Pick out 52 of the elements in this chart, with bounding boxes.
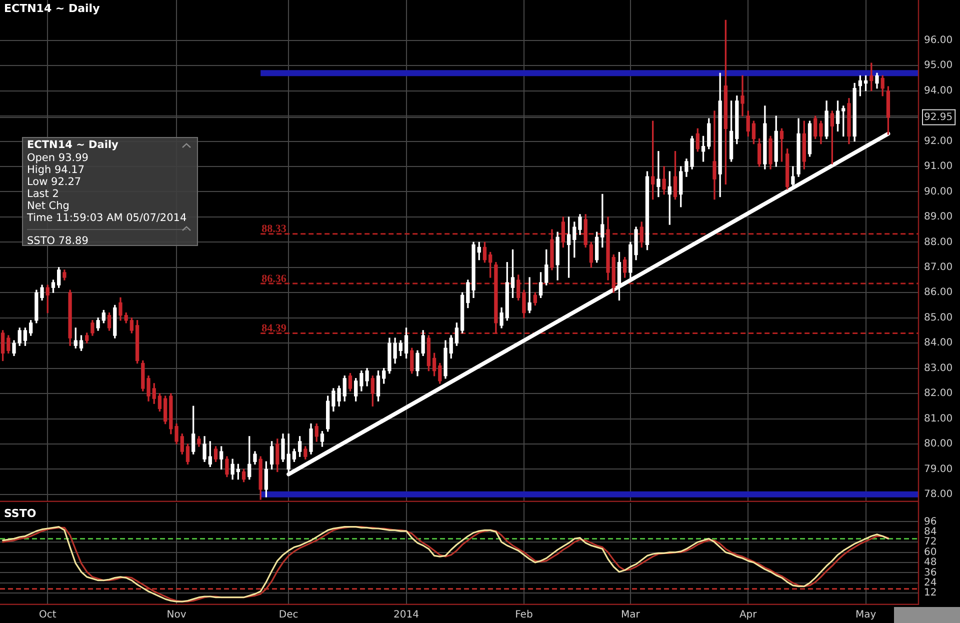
annotation: SSTO 78.89: [27, 235, 90, 247]
ref-line-label: 86.36: [262, 272, 287, 285]
annotation: Low 92.27: [27, 176, 82, 188]
candlestick: [712, 110, 716, 200]
y-tick-label: 84.00: [924, 338, 953, 349]
y-tick-label: 89.00: [924, 212, 953, 223]
text: ECTN14 ~ Daily: [27, 139, 120, 152]
x-tick-label: 2014: [394, 610, 419, 621]
x-tick-label: Apr: [739, 610, 758, 621]
y-tick-label: 92.00: [924, 136, 953, 147]
ref-line-label: 84.39: [262, 322, 287, 335]
y-tick-label: 60: [924, 546, 937, 558]
x-tick-label: May: [855, 610, 876, 621]
y-tick-label: 48: [924, 557, 937, 568]
annotation: Open 93.99: [27, 152, 90, 164]
y-tick-label: 78.00: [924, 489, 953, 500]
y-tick-label: 90.00: [924, 186, 953, 198]
y-tick-label: 86.00: [924, 287, 953, 298]
y-tick-label: 87.00: [924, 262, 953, 273]
y-tick-label: 94.00: [924, 85, 953, 96]
candlestick: [528, 277, 532, 314]
annotation: Last 2: [27, 188, 60, 200]
x-tick-label: Dec: [278, 610, 298, 621]
annotation: Time 11:59:03 AM 05/07/2014: [27, 212, 188, 224]
chart-title: SSTO: [4, 507, 36, 520]
annotation: Net Chg: [27, 200, 70, 212]
candlestick: [740, 75, 744, 116]
candlestick: [656, 151, 660, 198]
y-tick-label: 82.00: [924, 388, 953, 400]
y-tick-label: 85.00: [924, 312, 953, 324]
y-tick-label: 81.00: [924, 413, 953, 424]
x-tick-label: Oct: [38, 610, 56, 621]
y-tick-label: 96: [924, 516, 937, 528]
y-tick-label: 92.95: [924, 112, 953, 123]
y-tick-label: 95.00: [924, 60, 953, 72]
y-tick-label: 96.00: [924, 34, 953, 46]
y-tick-label: 91.00: [924, 161, 953, 172]
y-tick-label: 84: [924, 526, 937, 538]
y-tick-label: 79.00: [924, 464, 953, 475]
y-tick-label: 80.00: [924, 438, 953, 450]
y-tick-label: 88.00: [924, 236, 953, 248]
chart-title: ECTN14 ~ Daily: [4, 2, 100, 15]
x-tick-label: Nov: [166, 610, 186, 621]
y-tick-label: 72: [924, 536, 937, 548]
x-tick-label: Mar: [620, 610, 641, 621]
y-tick-label: 36: [924, 567, 937, 578]
ref-line-label: 88.33: [262, 223, 287, 236]
y-tick-label: 12: [924, 588, 937, 599]
y-tick-label: 83.00: [924, 362, 953, 374]
x-tick-label: Feb: [515, 610, 533, 621]
y-tick-label: 24: [924, 577, 937, 588]
annotation: High 94.17: [27, 164, 86, 176]
